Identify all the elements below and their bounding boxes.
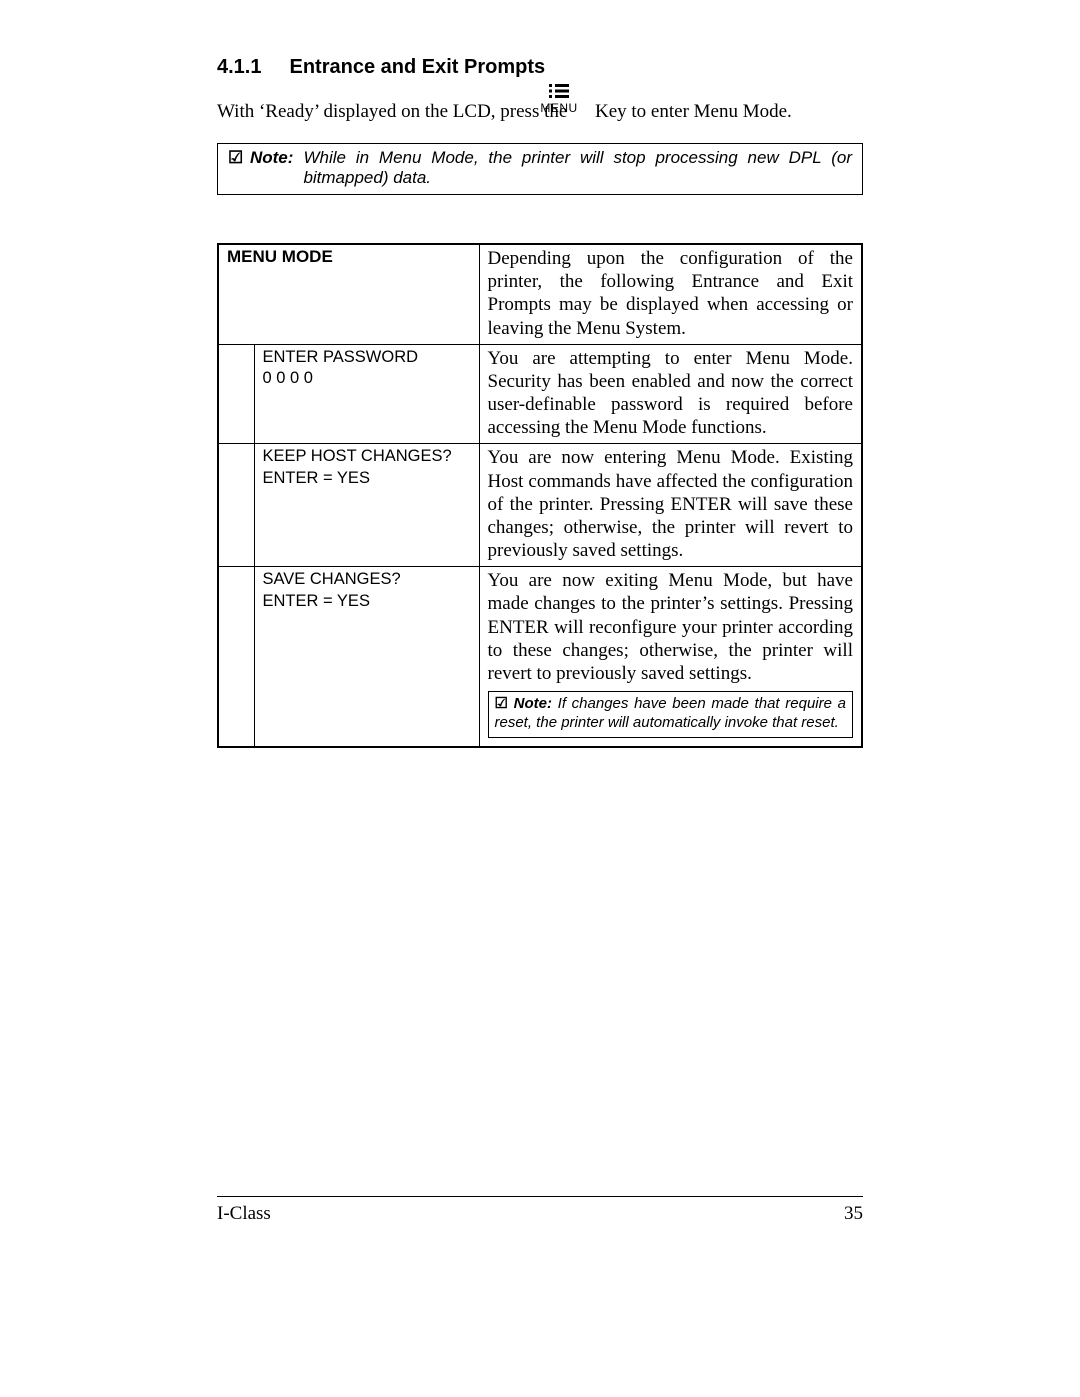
menu-key-icon: MENU bbox=[529, 83, 589, 115]
header-prompt-cell: MENU MODE bbox=[218, 244, 479, 344]
footer-right: 35 bbox=[844, 1203, 863, 1225]
desc-cell: You are now exiting Menu Mode, but have … bbox=[479, 567, 862, 747]
intro-paragraph: With ‘Ready’ displayed on the LCD, press… bbox=[217, 89, 863, 125]
prompt-cell: ENTER PASSWORD 0 0 0 0 bbox=[254, 344, 479, 444]
intro-text-post: Key to enter Menu Mode. bbox=[595, 101, 792, 123]
note-label-text: Note: bbox=[250, 148, 293, 167]
note-text: While in Menu Mode, the printer will sto… bbox=[303, 148, 852, 188]
indent-cell bbox=[218, 567, 254, 747]
inner-note-label: Note: bbox=[514, 695, 552, 712]
checkbox-icon: ☑ bbox=[228, 148, 245, 167]
desc-cell: You are attempting to enter Menu Mode. S… bbox=[479, 344, 862, 444]
list-icon bbox=[529, 83, 589, 102]
intro-text-pre: With ‘Ready’ displayed on the LCD, press… bbox=[217, 101, 567, 123]
checkbox-icon: ☑ bbox=[495, 695, 508, 712]
prompt-cell: KEEP HOST CHANGES? ENTER = YES bbox=[254, 444, 479, 567]
prompt-line2: ENTER = YES bbox=[263, 468, 471, 489]
section-heading: 4.1.1 Entrance and Exit Prompts bbox=[217, 56, 863, 79]
indent-cell bbox=[218, 344, 254, 444]
prompt-line2: 0 0 0 0 bbox=[263, 368, 471, 389]
prompt-cell: SAVE CHANGES? ENTER = YES bbox=[254, 567, 479, 747]
prompt-line2: ENTER = YES bbox=[263, 591, 471, 612]
note-box: ☑ Note: While in Menu Mode, the printer … bbox=[217, 143, 863, 195]
desc-text: You are now exiting Menu Mode, but have … bbox=[488, 570, 854, 684]
footer-left: I-Class bbox=[217, 1203, 271, 1225]
header-desc-cell: Depending upon the configuration of the … bbox=[479, 244, 862, 344]
indent-cell bbox=[218, 444, 254, 567]
page-footer: I-Class 35 bbox=[217, 1196, 863, 1225]
prompt-line1: KEEP HOST CHANGES? bbox=[263, 446, 471, 467]
note-label: ☑ Note: bbox=[228, 148, 303, 188]
menu-key-label: MENU bbox=[529, 102, 589, 115]
desc-cell: You are now entering Menu Mode. Existing… bbox=[479, 444, 862, 567]
table-row: ENTER PASSWORD 0 0 0 0 You are attemptin… bbox=[218, 344, 862, 444]
prompt-line1: SAVE CHANGES? bbox=[263, 569, 471, 590]
heading-number: 4.1.1 bbox=[217, 56, 261, 79]
prompt-line1: ENTER PASSWORD bbox=[263, 347, 471, 368]
heading-title: Entrance and Exit Prompts bbox=[289, 56, 545, 79]
table-header-row: MENU MODE Depending upon the configurati… bbox=[218, 244, 862, 344]
table-row: KEEP HOST CHANGES? ENTER = YES You are n… bbox=[218, 444, 862, 567]
inner-note-box: ☑ Note: If changes have been made that r… bbox=[488, 691, 854, 738]
table-row: SAVE CHANGES? ENTER = YES You are now ex… bbox=[218, 567, 862, 747]
menu-mode-table: MENU MODE Depending upon the configurati… bbox=[217, 243, 863, 748]
